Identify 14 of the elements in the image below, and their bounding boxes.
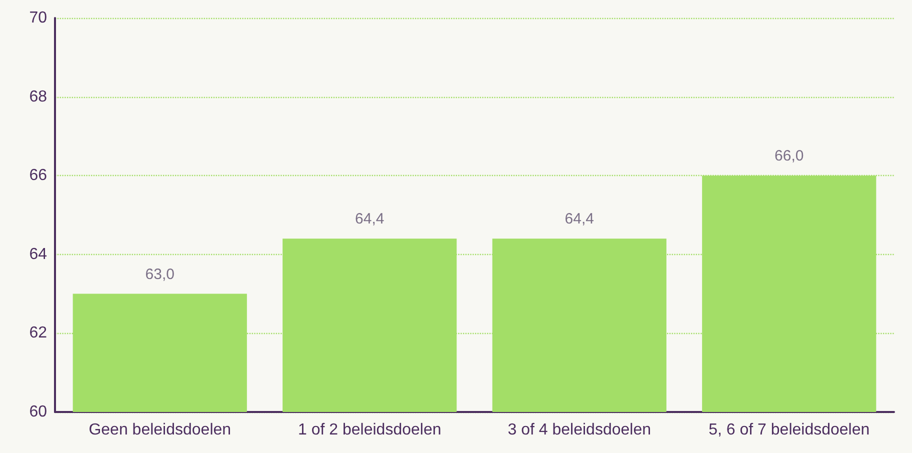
y-tick-label: 68 xyxy=(29,88,48,106)
x-tick-label: 1 of 2 beleidsdoelen xyxy=(298,422,442,438)
data-label: 63,0 xyxy=(145,266,174,283)
data-label: 64,4 xyxy=(355,210,384,228)
x-tick-label: 5, 6 of 7 beleidsdoelen xyxy=(708,422,870,438)
y-tick-label: 64 xyxy=(29,246,48,263)
data-label: 66,0 xyxy=(774,148,804,165)
y-tick-label: 60 xyxy=(29,404,48,420)
y-tick-label: 62 xyxy=(29,324,48,342)
y-tick-label: 70 xyxy=(29,10,48,26)
y-tick-label: 66 xyxy=(29,167,48,184)
x-tick-label: Geen beleidsdoelen xyxy=(88,422,232,438)
x-tick-label: 3 of 4 beleidsdoelen xyxy=(508,422,651,438)
data-label: 64,4 xyxy=(564,210,594,228)
